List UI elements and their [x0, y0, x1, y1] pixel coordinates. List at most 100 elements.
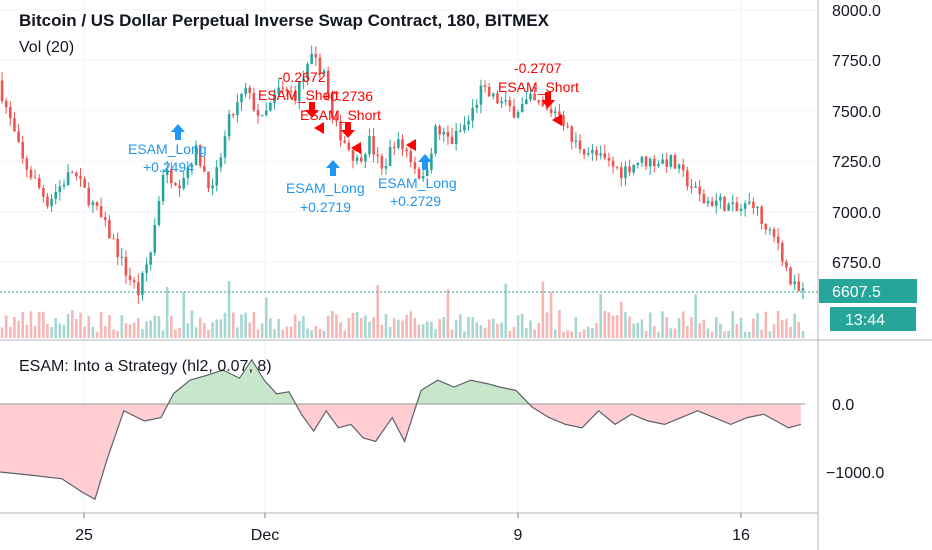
candle-body: [79, 176, 82, 179]
signal-long[interactable]: ESAM_Long +0.2729: [378, 139, 457, 209]
candle-body: [198, 145, 202, 166]
candle-body: [207, 171, 210, 189]
price-axis[interactable]: 8000.0 7750.0 7500.0 7250.0 7000.0 6750.…: [832, 3, 881, 272]
candle-body: [603, 153, 607, 158]
volume-bar: [264, 297, 268, 338]
candle-body: [359, 157, 363, 162]
candle-body: [244, 87, 247, 94]
volume-bar: [438, 319, 441, 338]
candle-body: [46, 196, 49, 207]
candle-body: [116, 238, 119, 258]
volume-bar: [781, 320, 784, 338]
signal-short[interactable]: ESAM_Short +0.2736: [300, 88, 381, 154]
volume-bar: [776, 310, 780, 338]
candle-body: [95, 202, 99, 207]
candle-body: [772, 229, 776, 237]
candle-body: [91, 202, 95, 206]
candle-body: [640, 156, 644, 163]
time-tick-label: 25: [75, 527, 93, 544]
time-axis[interactable]: 25 Dec 9 16: [75, 513, 750, 544]
signal-long[interactable]: ESAM_Long +0.2494: [128, 124, 207, 175]
volume-bar: [591, 328, 594, 338]
candle-body: [21, 141, 24, 159]
candle-body: [347, 142, 351, 150]
volume-bar: [727, 331, 730, 338]
candle-body: [42, 187, 45, 197]
volume-bar: [219, 319, 223, 338]
candle-body: [512, 106, 516, 118]
candle-body: [264, 110, 268, 115]
candle-body: [302, 78, 305, 82]
candle-body: [574, 140, 578, 142]
candle-body: [293, 91, 297, 101]
candle-body: [529, 93, 532, 100]
candle-body: [615, 166, 619, 168]
volume-bar: [681, 311, 685, 338]
candle-body: [525, 99, 528, 105]
volume-bar: [558, 310, 561, 338]
volume-bar: [702, 319, 706, 338]
volume-bar: [17, 320, 20, 338]
candle-body: [326, 70, 330, 94]
volume-bar: [223, 312, 227, 338]
candle-body: [9, 106, 12, 119]
candle-body: [343, 140, 346, 143]
volume-bar: [298, 320, 301, 338]
candle-body: [355, 157, 359, 161]
volume-bar: [269, 318, 272, 338]
candle-body: [289, 91, 293, 93]
candle-body: [463, 124, 466, 131]
volume-bar: [785, 318, 788, 338]
candles: [0, 45, 805, 304]
candle-body: [339, 121, 342, 141]
price-tick-label: 7750.0: [832, 53, 881, 70]
candle-body: [108, 220, 111, 239]
volume-bar: [108, 315, 111, 338]
candle-body: [37, 178, 41, 188]
signal-label: ESAM_Long: [378, 175, 457, 191]
candle-body: [0, 80, 4, 102]
volume-bar: [459, 314, 462, 338]
signal-short[interactable]: ESAM_Short -0.2672: [258, 69, 339, 134]
volume-bar: [413, 318, 417, 338]
arrow-down-icon: [341, 122, 355, 138]
volume-bar: [520, 313, 524, 338]
candle-body: [112, 238, 115, 240]
candle-body: [141, 272, 144, 295]
volume-bar: [227, 280, 231, 338]
candle-body: [438, 126, 441, 135]
volume-bar: [516, 315, 520, 338]
candle-body: [706, 201, 710, 204]
volume-bar: [743, 331, 747, 338]
volume-bar: [475, 322, 479, 338]
volume-bar: [401, 320, 404, 338]
candle-body: [661, 159, 664, 164]
volume-bar: [331, 310, 334, 338]
signal-short[interactable]: ESAM_Short -0.2707: [498, 60, 579, 126]
candle-body: [735, 202, 739, 211]
candle-body: [500, 101, 503, 104]
candle-body: [648, 158, 652, 167]
volume-bar: [178, 327, 181, 338]
volume-bar: [417, 324, 421, 338]
volume-bar: [397, 319, 400, 338]
volume-bar: [772, 324, 776, 338]
candle-body: [322, 70, 326, 74]
candle-body: [801, 288, 805, 291]
volume-bar: [289, 326, 293, 338]
exit-marker-icon: [314, 122, 324, 134]
volume-bars: [0, 280, 805, 338]
candle-body: [33, 177, 37, 179]
candle-body: [351, 149, 355, 161]
candle-body: [723, 196, 726, 211]
candle-body: [636, 162, 640, 165]
volume-bar: [628, 316, 631, 338]
candle-body: [50, 198, 53, 207]
volume-bar: [648, 312, 652, 338]
candle-body: [686, 170, 689, 187]
volume-bar: [586, 326, 590, 338]
signal-long[interactable]: ESAM_Long +0.2719: [286, 160, 365, 215]
volume-bar: [496, 323, 499, 338]
candle-body: [595, 150, 598, 156]
volume-bar: [405, 315, 408, 338]
